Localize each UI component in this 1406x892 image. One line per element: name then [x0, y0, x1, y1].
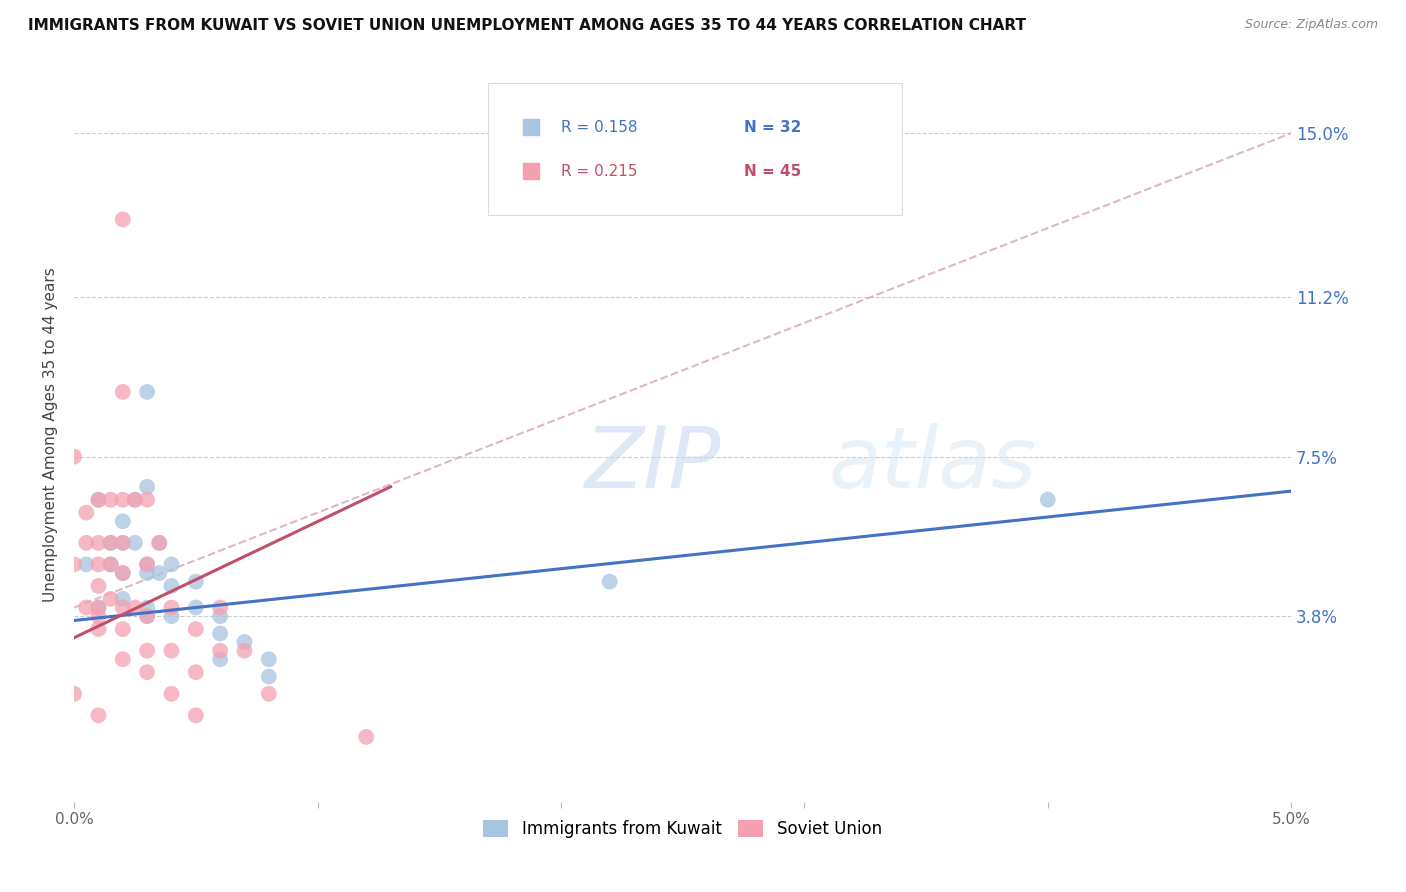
Point [111, 566, 134, 580]
Point [100, 536, 122, 550]
Point [136, 566, 159, 580]
Point [87, 492, 110, 507]
Point [184, 574, 207, 589]
Point [100, 492, 122, 507]
Point [63, 687, 86, 701]
Point [87, 622, 110, 636]
Point [124, 492, 146, 507]
Legend: Immigrants from Kuwait, Soviet Union: Immigrants from Kuwait, Soviet Union [477, 813, 889, 845]
Point [87, 600, 110, 615]
Point [124, 536, 146, 550]
Point [136, 609, 159, 624]
Point [136, 480, 159, 494]
Point [209, 652, 232, 666]
Point [87, 558, 110, 572]
Point [111, 536, 134, 550]
Point [87, 609, 110, 624]
Point [111, 492, 134, 507]
Point [75, 600, 97, 615]
Point [111, 384, 134, 399]
Point [111, 600, 134, 615]
Point [209, 600, 232, 615]
Point [111, 514, 134, 528]
Point [354, 730, 377, 744]
Point [124, 492, 146, 507]
Point [160, 579, 183, 593]
Point [75, 506, 97, 520]
Point [160, 558, 183, 572]
Point [257, 652, 280, 666]
FancyBboxPatch shape [488, 83, 901, 215]
Point [136, 609, 159, 624]
Point [160, 643, 183, 657]
Point [100, 536, 122, 550]
Point [184, 600, 207, 615]
Point [111, 652, 134, 666]
Point [100, 558, 122, 572]
Point [87, 708, 110, 723]
Point [233, 643, 256, 657]
Point [209, 626, 232, 640]
Point [111, 591, 134, 606]
Point [136, 665, 159, 680]
Point [599, 574, 621, 589]
Point [87, 492, 110, 507]
Point [136, 643, 159, 657]
Point [148, 536, 170, 550]
Point [111, 566, 134, 580]
Text: Source: ZipAtlas.com: Source: ZipAtlas.com [1244, 18, 1378, 31]
Point [63, 558, 86, 572]
Point [136, 558, 159, 572]
Point [75, 536, 97, 550]
Point [87, 600, 110, 615]
Text: N = 45: N = 45 [744, 163, 801, 178]
Point [209, 609, 232, 624]
Point [184, 622, 207, 636]
Point [136, 384, 159, 399]
Point [63, 450, 86, 464]
Point [136, 600, 159, 615]
Y-axis label: Unemployment Among Ages 35 to 44 years: Unemployment Among Ages 35 to 44 years [44, 268, 58, 602]
Point [136, 558, 159, 572]
Point [111, 536, 134, 550]
Text: ZIP: ZIP [585, 423, 721, 506]
Point [257, 669, 280, 683]
Point [100, 558, 122, 572]
Text: R = 0.215: R = 0.215 [561, 163, 637, 178]
Point [124, 600, 146, 615]
Point [148, 566, 170, 580]
Text: R = 0.158: R = 0.158 [561, 120, 637, 135]
Point [160, 687, 183, 701]
Point [209, 643, 232, 657]
Point [257, 687, 280, 701]
Point [1036, 492, 1059, 507]
Point [148, 536, 170, 550]
Point [184, 665, 207, 680]
Point [87, 579, 110, 593]
Point [100, 591, 122, 606]
Text: N = 32: N = 32 [744, 120, 801, 135]
Point [87, 536, 110, 550]
Point [184, 708, 207, 723]
Point [75, 558, 97, 572]
Point [136, 492, 159, 507]
Text: IMMIGRANTS FROM KUWAIT VS SOVIET UNION UNEMPLOYMENT AMONG AGES 35 TO 44 YEARS CO: IMMIGRANTS FROM KUWAIT VS SOVIET UNION U… [28, 18, 1026, 33]
Point [233, 635, 256, 649]
Point [111, 212, 134, 227]
Point [160, 609, 183, 624]
Point [160, 600, 183, 615]
Point [111, 622, 134, 636]
Text: atlas: atlas [828, 423, 1036, 506]
